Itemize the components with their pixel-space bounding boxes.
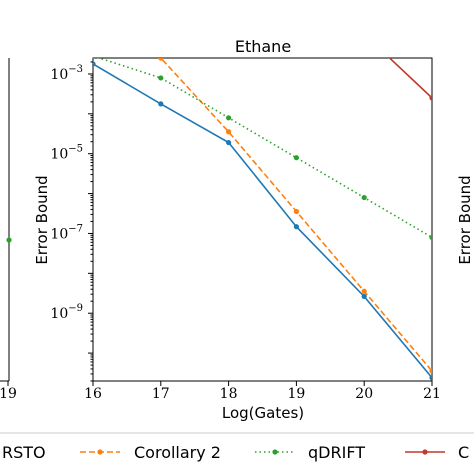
y-tick-label: 10−5 <box>50 144 83 163</box>
y-tick-base: 10 <box>50 306 68 322</box>
series-line-orange <box>159 58 432 372</box>
series-layer <box>90 16 432 381</box>
series-line-blue <box>93 63 432 379</box>
legend: RSTO Corollary 2 qDRIFT C <box>0 432 474 462</box>
x-tick-label: 21 <box>423 386 441 402</box>
series-point-blue <box>158 101 164 107</box>
y-axis: 10−910−710−510−3 <box>50 61 93 382</box>
legend-label: C <box>458 443 469 462</box>
series-point-red <box>429 95 432 101</box>
series-point-green <box>429 234 432 241</box>
series-point-green <box>361 194 367 201</box>
series-point-green <box>93 58 95 59</box>
x-tick-label: 16 <box>84 386 102 402</box>
series-line-red <box>388 58 432 99</box>
left-panel-green-marker <box>6 237 12 243</box>
y-tick-base: 10 <box>50 226 68 242</box>
x-axis: 16 17 18 19 20 21 <box>84 381 441 402</box>
right-panel-y-axis-label: Error Bound <box>456 175 474 264</box>
y-tick-exponent: −9 <box>68 303 83 314</box>
series-point-blue <box>429 375 432 381</box>
series-point-blue <box>226 139 232 146</box>
series-point-orange <box>226 129 232 135</box>
series-point-orange <box>361 288 367 294</box>
series-point-orange <box>293 208 299 215</box>
y-tick-base: 10 <box>50 67 68 83</box>
x-tick-label: 17 <box>152 386 170 402</box>
y-tick-label: 10−9 <box>50 303 83 322</box>
legend-label: RSTO <box>2 443 46 462</box>
series-point-blue <box>361 293 367 300</box>
y-tick-label: 10−3 <box>50 64 83 83</box>
y-tick-base: 10 <box>50 147 68 163</box>
left-panel: 19 <box>0 58 17 402</box>
series-line-green <box>96 58 432 239</box>
legend-marker <box>272 449 278 455</box>
x-tick-label: 19 <box>287 386 305 402</box>
chart-title: Ethane <box>235 37 291 56</box>
plot-frame <box>92 57 433 382</box>
y-tick-exponent: −5 <box>68 144 83 155</box>
x-tick-label: 20 <box>355 386 373 402</box>
right-panel: Error Bound <box>456 175 474 264</box>
series-point-orange <box>429 368 432 374</box>
series-point-orange <box>90 16 95 21</box>
series-point-orange <box>158 58 164 61</box>
y-tick-exponent: −7 <box>68 223 83 234</box>
series-point-green <box>293 155 299 161</box>
legend-label: qDRIFT <box>308 443 365 462</box>
main-panel: Ethane 16 17 18 19 20 21 10−910−710−510−3 Log… <box>33 16 441 422</box>
left-panel-x-tick-label: 19 <box>0 386 17 402</box>
series-point-green <box>158 75 164 81</box>
x-axis-label: Log(Gates) <box>222 404 304 422</box>
legend-marker <box>97 449 103 455</box>
series-point-blue <box>293 224 299 230</box>
series-point-red <box>362 31 367 36</box>
x-tick-label: 18 <box>220 386 238 402</box>
series-clip-group <box>90 16 432 381</box>
legend-marker <box>422 449 428 455</box>
y-tick-exponent: −3 <box>68 64 83 75</box>
legend-label: Corollary 2 <box>134 443 221 462</box>
series-point-blue <box>93 61 96 67</box>
y-axis-label: Error Bound <box>33 175 51 264</box>
y-tick-label: 10−7 <box>50 223 83 242</box>
series-point-green <box>226 115 232 121</box>
